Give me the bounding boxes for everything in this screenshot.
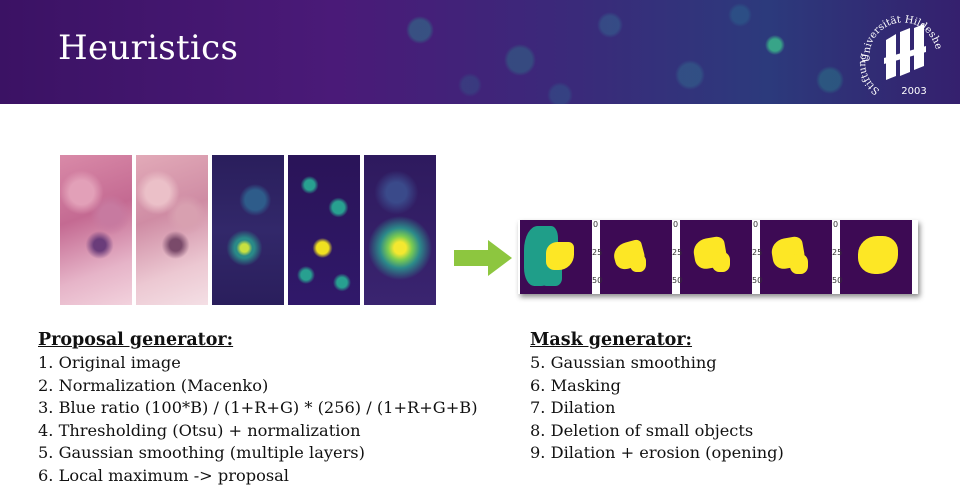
mask-blob [712, 252, 730, 272]
mask-generator-list: 5. Gaussian smoothing 6. Masking 7. Dila… [530, 352, 950, 465]
tick-label: 50 [752, 276, 763, 285]
tick-label: 50 [672, 276, 683, 285]
list-item: 5. Gaussian smoothing (multiple layers) [38, 443, 365, 462]
list-item: 8. Deletion of small objects [530, 420, 754, 440]
proposal-generator-list: 1. Original image 2. Normalization (Mace… [38, 352, 508, 487]
panel-normalization [136, 155, 208, 305]
tick-label: 0 [673, 220, 679, 229]
list-item: 4. Thresholding (Otsu) + normalization [38, 420, 361, 440]
tick-label: 25 [832, 248, 843, 257]
tick-label: 0 [753, 220, 759, 229]
mask-panel-opening [840, 220, 912, 294]
mask-generator-strip: 0 25 50 0 25 50 0 25 50 0 25 50 [518, 220, 918, 294]
mask-blob [630, 254, 646, 272]
tick-label: 0 [833, 220, 839, 229]
tick-label: 25 [592, 248, 603, 257]
mask-panel-dilation [680, 220, 752, 294]
tick-label: 25 [752, 248, 763, 257]
mask-generator-heading: Mask generator: [530, 330, 693, 350]
tick-label: 50 [832, 276, 843, 285]
mask-panel-masking [600, 220, 672, 294]
mask-generator-section: Mask generator: 5. Gaussian smoothing 6.… [530, 330, 950, 465]
panel-gaussian-smoothing [364, 155, 436, 305]
list-item: 1. Original image [38, 353, 181, 372]
list-item: 6. Masking [530, 375, 621, 395]
mask-blob [790, 254, 808, 274]
list-item: 7. Dilation [530, 398, 616, 417]
list-item: 3. Blue ratio (100*B) / (1+R+G) * (256) … [38, 398, 478, 417]
header-banner: Heuristics Universität Hildesheim Stiftu… [0, 0, 960, 104]
right-arrow-icon [454, 240, 512, 276]
tick-label: 0 [593, 220, 599, 229]
list-item: 2. Normalization (Macenko) [38, 375, 269, 395]
mask-panel-deletion [760, 220, 832, 294]
list-item: 6. Local maximum -> proposal [38, 465, 289, 485]
mask-blob [858, 236, 898, 274]
mask-panel-smoothing [520, 220, 592, 294]
panel-thresholding [288, 155, 360, 305]
banner-background-pattern [0, 0, 960, 104]
logo-emblem-icon [884, 24, 926, 80]
page-title: Heuristics [58, 28, 239, 68]
logo-year: 2003 [901, 86, 926, 97]
panel-original-image [60, 155, 132, 305]
tick-label: 25 [672, 248, 683, 257]
proposal-generator-section: Proposal generator: 1. Original image 2.… [38, 330, 508, 487]
mask-yellow-region [546, 242, 574, 270]
panel-blue-ratio [212, 155, 284, 305]
university-logo: Universität Hildesheim Stiftung 2003 [856, 10, 944, 97]
tick-label: 50 [592, 276, 603, 285]
list-item: 5. Gaussian smoothing [530, 353, 717, 372]
list-item: 9. Dilation + erosion (opening) [530, 443, 784, 462]
proposal-generator-heading: Proposal generator: [38, 330, 234, 350]
